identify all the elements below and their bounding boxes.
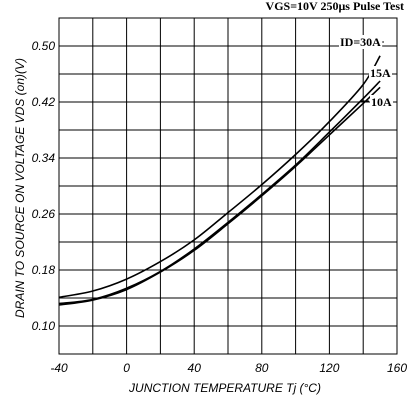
x-tick-label: 40 [188,361,202,375]
x-tick-label: 80 [255,361,269,375]
curves [58,55,381,306]
y-tick-label: 0.42 [32,95,56,109]
series-labels: ID=30A 15A 10A [339,35,393,109]
y-tick-label: 0.18 [32,263,56,277]
series-label: 15A [370,66,391,80]
x-axis-title: JUNCTION TEMPERATURE Tj (°C) [128,381,321,395]
curve-10a [58,86,381,306]
test-conditions-label: VGS=10V 250μs Pulse Test [266,0,404,13]
curve-30a [58,55,381,299]
curve-15a [58,80,381,305]
x-tick-label: -40 [50,361,68,375]
x-tick-label: 160 [387,361,407,375]
series-label: 10A [371,95,392,109]
y-tick-label: 0.34 [32,151,56,165]
y-tick-labels: 0.10 0.18 0.26 0.34 0.42 0.50 [32,39,56,333]
y-axis-title: DRAIN TO SOURCE ON VOLTAGE VDS (on)(V) [13,58,27,318]
y-tick-label: 0.50 [32,39,56,53]
y-tick-label: 0.10 [32,319,56,333]
x-tick-label: 120 [319,361,339,375]
x-tick-labels: -40 0 40 80 120 160 [50,361,407,375]
y-tick-label: 0.26 [32,207,56,221]
series-label-background [370,95,393,109]
grid [58,17,398,355]
x-tick-label: 0 [123,361,130,375]
series-label-background [369,66,392,80]
series-label: ID=30A [340,35,381,49]
series-label-background [339,35,383,49]
